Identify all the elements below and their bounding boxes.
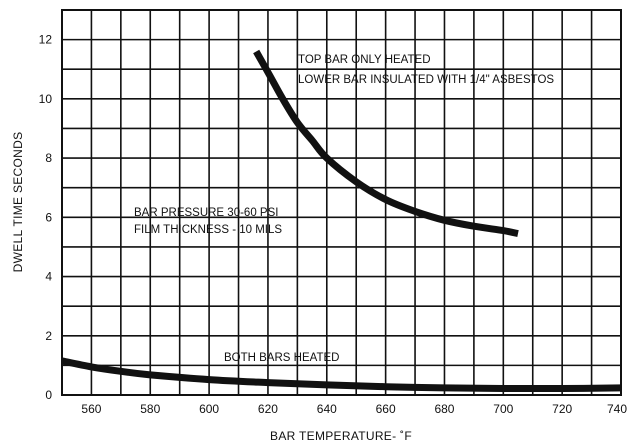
y-tick-label: 8 [45, 151, 52, 165]
tick-labels: 560 580 600 620 640 660 680 700 720 740 0 2 4 6 8 10 12 [39, 33, 628, 416]
y-tick-label: 4 [45, 270, 52, 284]
x-tick-label: 620 [258, 402, 278, 416]
x-tick-label: 740 [607, 402, 627, 416]
annotation-conditions-line1: BAR PRESSURE 30-60 PSI [134, 207, 278, 219]
x-tick-label: 640 [317, 402, 337, 416]
y-tick-label: 2 [45, 329, 52, 343]
series-line-2 [61, 357, 622, 393]
y-tick-label: 0 [45, 388, 52, 402]
y-axis-title: DWELL TIME SECONDS [11, 132, 25, 273]
y-tick-label: 6 [45, 210, 52, 224]
x-tick-label: 560 [81, 402, 101, 416]
grid [62, 10, 621, 395]
x-tick-label: 680 [434, 402, 454, 416]
x-tick-label: 720 [552, 402, 572, 416]
x-tick-label: 600 [199, 402, 219, 416]
x-axis-title: BAR TEMPERATURE- ˚F [270, 429, 412, 443]
annotation-both-bars: BOTH BARS HEATED [224, 352, 339, 364]
curves [61, 49, 622, 393]
annotation-top-bar-line2: LOWER BAR INSULATED WITH 1/4" ASBESTOS [298, 74, 554, 86]
y-tick-label: 10 [39, 92, 53, 106]
x-tick-label: 700 [493, 402, 513, 416]
annotation-top-bar-line1: TOP BAR ONLY HEATED [298, 54, 431, 66]
x-tick-label: 660 [376, 402, 396, 416]
annotation-conditions-line2: FILM THICKNESS - 10 MILS [134, 224, 282, 236]
y-tick-label: 12 [39, 33, 53, 47]
series-line-1 [253, 49, 519, 238]
plot-frame [61, 9, 622, 396]
x-tick-label: 580 [140, 402, 160, 416]
